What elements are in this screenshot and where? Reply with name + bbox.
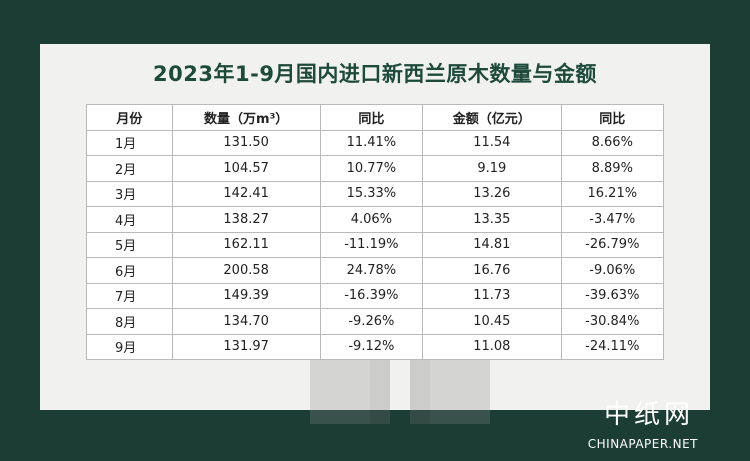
cell-amount-yoy: 16.21%	[560, 180, 665, 207]
cell-amount-yoy: -26.79%	[560, 231, 665, 258]
cell-month: 2月	[86, 155, 173, 182]
cell-month: 1月	[86, 129, 173, 156]
data-table: 月份 数量（万m³） 同比 金额（亿元） 同比 1月 131.50 11.41% 11…	[86, 104, 665, 360]
cell-month: 9月	[86, 333, 173, 360]
cell-quantity: 131.97	[171, 333, 321, 360]
cell-month: 8月	[86, 308, 173, 335]
cell-amount: 13.26	[422, 180, 562, 207]
cell-month: 6月	[86, 257, 173, 284]
cell-quantity: 134.70	[171, 308, 321, 335]
cell-month: 5月	[86, 231, 173, 258]
cell-quantity: 149.39	[171, 282, 321, 309]
cell-quantity-yoy: -9.12%	[319, 333, 424, 360]
table-row: 5月 162.11 -11.19% 14.81 -26.79%	[86, 231, 665, 258]
cell-quantity: 138.27	[171, 206, 321, 233]
table-header-row: 月份 数量（万m³） 同比 金额（亿元） 同比	[86, 104, 665, 131]
table-row: 2月 104.57 10.77% 9.19 8.89%	[86, 155, 665, 182]
cell-amount: 13.35	[422, 206, 562, 233]
cell-quantity-yoy: 10.77%	[319, 155, 424, 182]
table-row: 6月 200.58 24.78% 16.76 -9.06%	[86, 257, 665, 284]
cell-quantity-yoy: -11.19%	[319, 231, 424, 258]
header-quantity: 数量（万m³）	[171, 104, 321, 131]
cell-amount-yoy: -24.11%	[560, 333, 665, 360]
table-row: 9月 131.97 -9.12% 11.08 -24.11%	[86, 333, 665, 360]
header-month: 月份	[86, 104, 173, 131]
cell-amount: 16.76	[422, 257, 562, 284]
cell-month: 3月	[86, 180, 173, 207]
cell-quantity: 131.50	[171, 129, 321, 156]
cell-amount: 9.19	[422, 155, 562, 182]
table-row: 1月 131.50 11.41% 11.54 8.66%	[86, 129, 665, 156]
table-row: 3月 142.41 15.33% 13.26 16.21%	[86, 180, 665, 207]
table-card: 2023年1-9月国内进口新西兰原木数量与金额 月份 数量（万m³） 同比 金额…	[40, 44, 710, 424]
header-amount: 金额（亿元）	[422, 104, 562, 131]
cell-amount: 11.54	[422, 129, 562, 156]
cell-amount: 11.08	[422, 333, 562, 360]
table-row: 8月 134.70 -9.26% 10.45 -30.84%	[86, 308, 665, 335]
brand-logo-en: CHINAPAPER.NET	[587, 437, 698, 451]
cell-amount-yoy: -9.06%	[560, 257, 665, 284]
cell-quantity: 142.41	[171, 180, 321, 207]
brand-logo-cn: 中纸网	[603, 400, 694, 430]
table-row: 4月 138.27 4.06% 13.35 -3.47%	[86, 206, 665, 233]
header-quantity-yoy: 同比	[319, 104, 424, 131]
cell-amount-yoy: 8.66%	[560, 129, 665, 156]
cell-amount-yoy: -39.63%	[560, 282, 665, 309]
cell-month: 7月	[86, 282, 173, 309]
cell-amount-yoy: 8.89%	[560, 155, 665, 182]
cell-quantity: 104.57	[171, 155, 321, 182]
header-amount-yoy: 同比	[560, 104, 665, 131]
cell-quantity: 162.11	[171, 231, 321, 258]
cell-quantity-yoy: 15.33%	[319, 180, 424, 207]
cell-month: 4月	[86, 206, 173, 233]
table-row: 7月 149.39 -16.39% 11.73 -39.63%	[86, 282, 665, 309]
cell-amount-yoy: -30.84%	[560, 308, 665, 335]
cell-amount: 11.73	[422, 282, 562, 309]
cell-quantity-yoy: -16.39%	[319, 282, 424, 309]
cell-quantity-yoy: 11.41%	[319, 129, 424, 156]
cell-quantity-yoy: -9.26%	[319, 308, 424, 335]
cell-amount-yoy: -3.47%	[560, 206, 665, 233]
cell-quantity-yoy: 4.06%	[319, 206, 424, 233]
cell-amount: 14.81	[422, 231, 562, 258]
cell-quantity: 200.58	[171, 257, 321, 284]
cell-quantity-yoy: 24.78%	[319, 257, 424, 284]
cell-amount: 10.45	[422, 308, 562, 335]
page-title: 2023年1-9月国内进口新西兰原木数量与金额	[153, 62, 597, 86]
